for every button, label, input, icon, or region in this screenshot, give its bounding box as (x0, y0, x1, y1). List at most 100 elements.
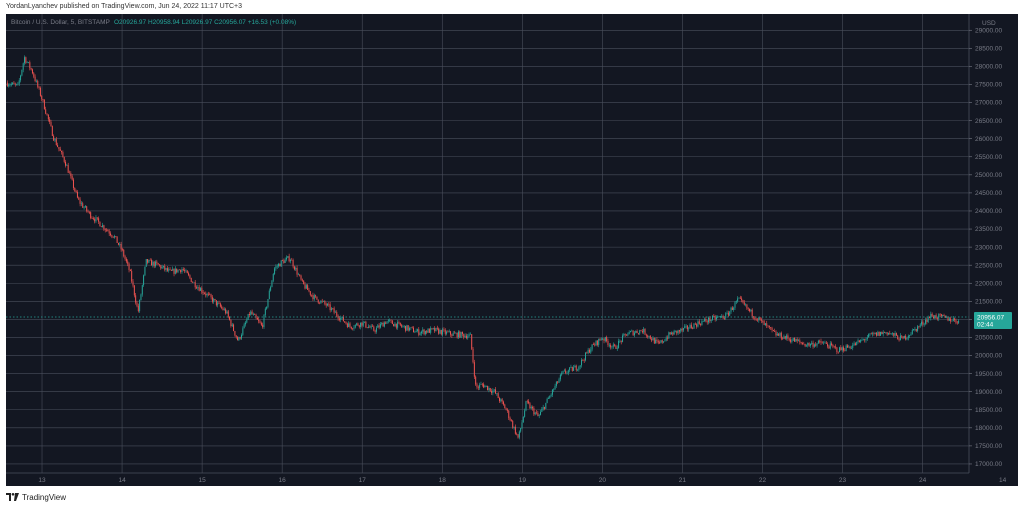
candle-body (155, 261, 157, 267)
footer-brand[interactable]: TradingView (6, 491, 66, 503)
candle-body (456, 332, 458, 338)
tradingview-logo-icon (6, 493, 19, 501)
candle-body (538, 414, 540, 416)
candle-body (62, 152, 64, 157)
candle-body (709, 317, 711, 322)
candle-body (116, 236, 118, 243)
candle-body (881, 331, 883, 335)
candle-body (692, 327, 694, 329)
candle-body (584, 352, 586, 361)
candle-body (778, 333, 780, 336)
candle-body (688, 328, 690, 330)
candle-body (333, 308, 335, 313)
candle-body (561, 373, 563, 375)
candle-body (840, 347, 842, 351)
candle-body (629, 331, 631, 333)
candle-body (782, 338, 784, 340)
candle-body (35, 80, 37, 82)
candle-body (374, 330, 376, 332)
candle-body (712, 315, 714, 320)
x-tick-label: 24 (919, 477, 927, 484)
candle-body (887, 333, 889, 335)
candle-body (491, 391, 493, 393)
candle-body (379, 324, 381, 328)
candle-body (882, 332, 884, 335)
chart-frame[interactable]: Bitcoin / U.S. Dollar, 5, BITSTAMP O2092… (6, 14, 1018, 486)
candle-body (406, 325, 408, 331)
candle-body (258, 319, 260, 322)
candle-body (804, 343, 806, 347)
candle-body (103, 225, 105, 230)
candle-body (382, 322, 384, 327)
candle-body (10, 83, 12, 85)
y-tick-label: 17000.00 (975, 461, 1002, 468)
candle-body (21, 69, 23, 76)
candle-body (586, 352, 588, 354)
candle-body (632, 330, 634, 336)
candle-body (869, 333, 871, 335)
candle-body (207, 293, 209, 295)
last-price-tag: 20956.07 02:44 (974, 312, 1012, 329)
candle-body (464, 335, 466, 338)
candle-body (332, 308, 334, 309)
candle-body (790, 339, 792, 342)
candle-body (274, 268, 276, 274)
x-axis[interactable]: 13 14 15 16 17 18 19 20 21 22 23 24 14 (38, 477, 1006, 484)
candle-body (578, 366, 580, 370)
candle-body (117, 242, 119, 245)
candle-body (125, 258, 127, 262)
candle-body (615, 345, 617, 349)
candle-body (194, 282, 196, 288)
candle-body (858, 340, 860, 343)
candle-body (472, 348, 474, 363)
candle-body (459, 331, 461, 338)
candle-body (383, 322, 385, 327)
candle-body (43, 99, 45, 110)
candle-body (275, 266, 277, 269)
candle-body (637, 332, 639, 334)
candle-body (746, 304, 748, 309)
candle-body (38, 86, 40, 88)
candle-body (623, 334, 625, 336)
y-tick-label: 19500.00 (975, 371, 1002, 378)
candle-body (726, 312, 728, 314)
candle-body (876, 332, 878, 336)
candle-body (541, 409, 543, 412)
candle-body (553, 389, 555, 391)
candle-body (811, 342, 813, 344)
price-chart[interactable]: Bitcoin / U.S. Dollar, 5, BITSTAMP O2092… (6, 14, 1018, 486)
y-axis[interactable]: 29000.00 28500.00 28000.00 27500.00 27000.00… (969, 27, 1002, 468)
candle-body (317, 299, 319, 303)
candle-body (308, 289, 310, 292)
candle-body (409, 328, 411, 331)
candle-body (708, 317, 710, 323)
candle-body (676, 330, 678, 334)
candle-body (718, 316, 720, 318)
candle-body (226, 311, 228, 314)
candle-body (177, 269, 179, 273)
candle-body (371, 325, 373, 327)
candle-body (414, 332, 416, 333)
candle-body (906, 338, 908, 340)
candle-body (835, 346, 837, 348)
candle-body (145, 259, 147, 267)
candle-body (100, 226, 102, 228)
candle-body (108, 231, 110, 234)
candle-body (403, 325, 405, 327)
candle-body (319, 302, 321, 304)
candle-body (346, 323, 348, 328)
candle-body (943, 314, 945, 317)
candle-body (447, 331, 449, 333)
candle-body (153, 261, 155, 267)
candle-body (300, 275, 302, 280)
candle-body (460, 332, 462, 338)
candle-body (639, 330, 641, 334)
candle-body (760, 319, 762, 321)
candle-body (373, 326, 375, 331)
candle-body (653, 337, 655, 344)
candle-body (364, 321, 366, 323)
candle-body (831, 343, 833, 345)
candle-body (132, 281, 134, 286)
candle-body (337, 315, 339, 319)
candle-body (898, 339, 900, 341)
